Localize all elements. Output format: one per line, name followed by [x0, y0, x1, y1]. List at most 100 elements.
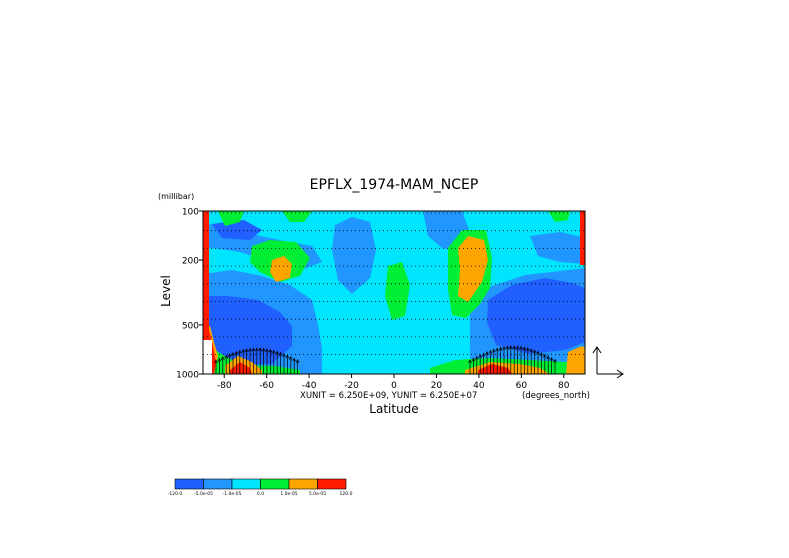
colorbar: -120.0 -5.0e-05 -1.0e-05 0.0 1.0e-05 5.0e-05 1… [168, 478, 353, 497]
vector-arrow-head [282, 353, 286, 358]
vector-arrow-head [515, 345, 520, 350]
masked-region [203, 340, 212, 374]
vector-arrow-head [217, 357, 222, 362]
region-neg-strong-right [487, 278, 585, 354]
vector-arrow-head [471, 357, 476, 362]
vector-arrow-head [254, 347, 259, 352]
vector-arrow-head [502, 345, 506, 350]
vector-arrow-head [295, 359, 300, 363]
region-max-left-edge [203, 211, 216, 374]
vector-arrow-head [292, 357, 297, 362]
region-neg-right-edge [530, 232, 585, 264]
vector-arrow-head [495, 347, 500, 352]
y-unit-label: (millibar) [158, 192, 194, 201]
x-tick-label: -80 [217, 381, 232, 391]
chart-title: EPFLX_1974-MAM_NCEP [310, 177, 479, 193]
vector-arrow-head [488, 349, 493, 354]
y-tick-label: 100 [182, 208, 199, 218]
vector-arrow-head [498, 346, 503, 351]
colorbar-label: -1.0e-05 [223, 491, 242, 497]
reference-vector-legend [592, 346, 624, 379]
vector-arrow-head [261, 347, 266, 352]
colorbar-label: 120.0 [340, 491, 353, 497]
vector-arrow-head [214, 359, 218, 364]
vector-arrow-head [468, 359, 472, 364]
y-tick-label: 200 [182, 257, 199, 267]
vector-arrow-head [536, 350, 540, 355]
vector-arrow-head [481, 352, 486, 357]
vector-arrow-head [478, 354, 483, 359]
region-neg-strong-left [203, 296, 292, 366]
vector-arrow-head [519, 345, 523, 350]
vector-arrow-head [227, 353, 232, 358]
vector-arrow-head [258, 347, 263, 352]
vector-arrow-head [485, 351, 489, 356]
vector-arrow-head [237, 349, 242, 354]
region-pos-right-top [548, 211, 570, 222]
x-tick-label: 40 [473, 381, 485, 391]
vector-arrow-head [542, 353, 547, 358]
vector-arrow-head [248, 347, 252, 352]
region-pos-top-mid [282, 211, 312, 222]
vector-arrow-head [234, 350, 239, 355]
vector-arrow-head [546, 355, 551, 360]
region-pos-center-column [385, 262, 410, 320]
vector-arrow-head [271, 349, 276, 354]
vector-arrow-head [549, 356, 554, 361]
region-pos-strong-corner [566, 346, 585, 374]
vector-arrow-head [532, 349, 537, 354]
vector-arrow-head [522, 346, 527, 351]
y-axis-label: Level [159, 275, 173, 307]
vector-arrow-head [505, 345, 510, 350]
region-neg-strong-top-left [212, 220, 262, 240]
x-axis-label: Latitude [369, 402, 418, 416]
vector-arrow-head [265, 348, 269, 353]
y-tick-label: 500 [182, 321, 199, 331]
colorbar-swatch [288, 478, 318, 490]
region-pos-strong-right [458, 236, 488, 302]
colorbar-label: 5.0e-05 [309, 491, 326, 497]
x-tick-label: 80 [558, 381, 570, 391]
vector-arrow-head [529, 348, 534, 353]
ep-flux-vectors [214, 345, 557, 374]
vector-arrow-head [268, 348, 273, 353]
region-pos-strong-left [270, 256, 292, 282]
vector-arrow-head [251, 347, 256, 352]
vector-arrow-head [278, 351, 283, 356]
x-tick-label: 60 [516, 381, 528, 391]
colorbar-swatch [203, 478, 233, 490]
x-tick-label: -20 [344, 381, 359, 391]
vector-arrow-head [491, 348, 496, 353]
vector-arrow-head [224, 354, 229, 359]
colorbar-label: -120.0 [168, 491, 183, 497]
x-tick-label: 20 [431, 381, 443, 391]
contour-field [203, 211, 585, 374]
vector-arrow-head [220, 356, 225, 361]
vector-scale-label: XUNIT = 6.250E+09, YUNIT = 6.250E+07 [300, 391, 477, 401]
region-max-right-edge [580, 211, 585, 265]
colorbar-swatch [317, 478, 347, 490]
region-pos-top-left [218, 211, 244, 226]
region-neg-top-center [332, 217, 376, 294]
region-max-bottom-right [478, 364, 512, 374]
vector-arrow-head [285, 354, 290, 359]
vector-arrow-head [508, 345, 513, 350]
colorbar-swatch [174, 478, 204, 490]
x-axis-ticks: -80 -60 -40 -20 0 20 40 60 80 [217, 374, 570, 391]
x-unit-label: (degrees_north) [522, 391, 590, 401]
vector-arrow-head [288, 355, 293, 360]
vector-arrow-head [244, 348, 249, 353]
vector-arrow-head [553, 358, 557, 363]
vector-arrow-head [474, 355, 479, 360]
y-tick-label: 1000 [176, 371, 199, 381]
vector-arrow-head [231, 351, 235, 356]
vector-arrow-head [539, 352, 544, 357]
x-tick-label: -60 [259, 381, 274, 391]
vector-arrow-head [241, 348, 246, 353]
vector-arrow-head [512, 345, 517, 350]
vector-arrow-head [525, 347, 530, 352]
colorbar-label: 0.0 [257, 491, 264, 497]
x-tick-label: 0 [391, 381, 397, 391]
vector-arrow-head [275, 350, 280, 355]
